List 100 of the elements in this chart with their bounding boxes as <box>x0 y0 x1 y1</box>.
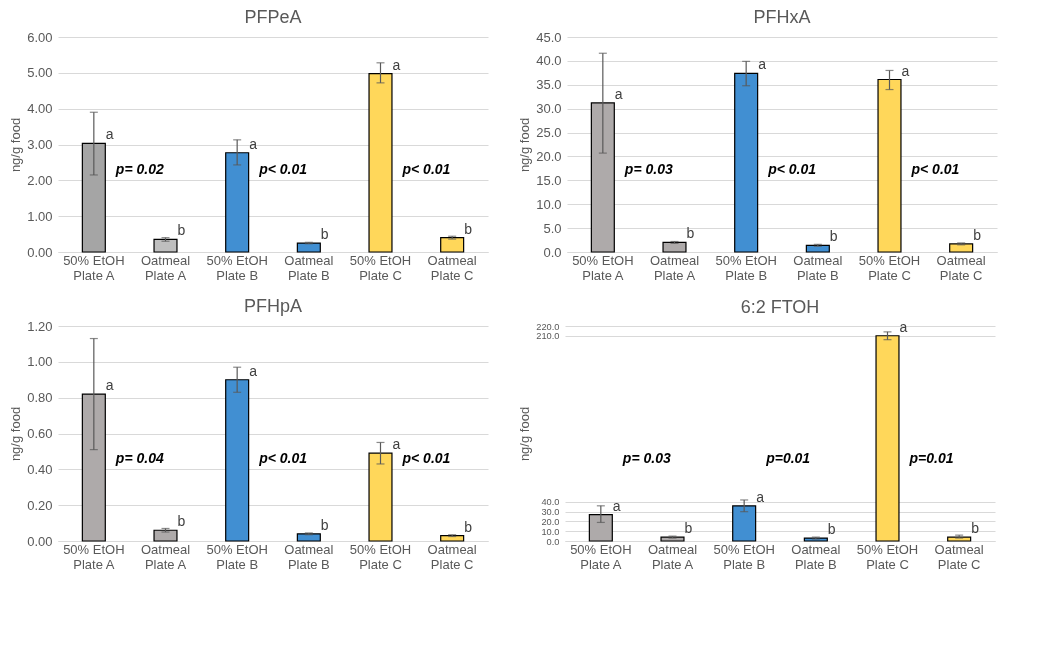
chart-title: PFHpA <box>243 296 303 316</box>
annotation: a <box>756 488 765 505</box>
annotation: a <box>249 135 258 152</box>
y-tick-label: 0.80 <box>27 390 53 406</box>
y-tick-label: 35.0 <box>536 77 562 93</box>
annotation: b <box>684 520 693 537</box>
annotation: b <box>320 516 329 533</box>
y-tick-label: 3.00 <box>27 137 53 152</box>
annotation: p=0.01 <box>908 450 954 467</box>
x-tick-label: 50% EtOH Plate A <box>63 541 125 572</box>
x-tick-label: 50% EtOH Plate C <box>856 541 919 572</box>
annotation: a <box>899 318 908 335</box>
y-tick-label: 210.0 <box>536 331 560 342</box>
y-tick-label: 10.0 <box>541 526 560 537</box>
y-tick-label: 220.0 <box>536 321 560 332</box>
annotation: b <box>827 521 836 538</box>
x-tick-label: Oatmeal Plate A <box>649 252 700 283</box>
bar <box>875 335 900 542</box>
x-tick-label: Oatmeal Plate C <box>427 541 477 572</box>
annotation: p< 0.01 <box>258 161 308 178</box>
bar <box>949 243 974 253</box>
y-axis-title: ng/g food <box>517 406 533 462</box>
y-axis-title: ng/g food <box>8 117 24 173</box>
bar <box>732 505 757 542</box>
y-tick-label: 0.00 <box>27 533 53 549</box>
x-tick-label: 50% EtOH Plate B <box>715 252 777 283</box>
annotation: b <box>177 513 186 530</box>
y-tick-label: 0.00 <box>27 244 53 260</box>
annotation: p= 0.04 <box>114 450 164 467</box>
annotation: a <box>105 377 114 394</box>
bar <box>805 244 830 253</box>
x-tick-label: Oatmeal Plate A <box>140 541 191 572</box>
chart-title: PFPeA <box>244 7 302 27</box>
x-tick-label: Oatmeal Plate C <box>936 252 986 283</box>
y-tick-label: 2.00 <box>27 172 53 188</box>
y-tick-label: 1.20 <box>27 318 53 334</box>
annotation: p=0.01 <box>765 450 811 467</box>
annotation: a <box>614 85 623 102</box>
bar <box>225 379 250 542</box>
bar <box>153 529 178 542</box>
x-tick-label: 50% EtOH Plate A <box>63 252 125 283</box>
y-tick-label: 0.60 <box>27 426 53 441</box>
annotation: a <box>758 56 767 73</box>
annotation: p< 0.01 <box>910 161 960 178</box>
annotation: b <box>686 225 695 242</box>
x-tick-label: Oatmeal Plate B <box>793 252 843 283</box>
annotation: p= 0.03 <box>621 450 671 467</box>
bar <box>81 142 106 253</box>
y-axis-title: ng/g food <box>8 406 24 462</box>
annotation: a <box>392 436 401 453</box>
chart-title: 6:2 FTOH <box>740 296 820 317</box>
annotation: a <box>901 62 910 79</box>
annotation: b <box>320 226 329 243</box>
annotation: a <box>612 497 621 514</box>
x-tick-label: 50% EtOH Plate B <box>206 541 268 572</box>
y-tick-label: 0.0 <box>546 536 560 547</box>
bar <box>81 393 106 542</box>
x-tick-label: 50% EtOH Plate C <box>349 541 412 572</box>
y-tick-label: 5.0 <box>543 220 562 236</box>
x-tick-label: Oatmeal Plate B <box>284 541 334 572</box>
x-tick-label: Oatmeal Plate C <box>427 252 477 283</box>
bar <box>734 72 759 253</box>
annotation: p= 0.02 <box>114 161 164 178</box>
chart-title: PFHxA <box>753 7 811 27</box>
annotation: b <box>973 226 982 243</box>
y-tick-label: 10.0 <box>536 196 562 212</box>
x-tick-label: Oatmeal Plate B <box>791 541 841 572</box>
x-tick-label: 50% EtOH Plate A <box>570 541 632 572</box>
bar <box>877 78 902 253</box>
annotation: p< 0.01 <box>401 161 451 178</box>
x-tick-label: 50% EtOH Plate B <box>206 252 268 283</box>
bar <box>662 241 687 253</box>
annotation: b <box>464 220 473 237</box>
annotation: b <box>829 228 838 245</box>
y-tick-label: 30.0 <box>541 507 560 518</box>
y-tick-label: 40.0 <box>536 53 562 69</box>
bar <box>368 72 393 253</box>
annotation: b <box>177 222 186 239</box>
x-tick-label: 50% EtOH Plate C <box>858 252 921 283</box>
bar <box>440 237 465 253</box>
bar <box>588 514 613 542</box>
annotation: p= 0.03 <box>623 161 673 178</box>
y-tick-label: 4.00 <box>27 101 53 117</box>
annotation: p< 0.01 <box>258 450 308 467</box>
y-tick-label: 45.0 <box>536 29 562 45</box>
annotation: b <box>971 520 980 537</box>
y-tick-label: 30.0 <box>536 101 562 117</box>
annotation: p< 0.01 <box>767 161 817 178</box>
y-tick-label: 40.0 <box>541 497 560 508</box>
x-tick-label: Oatmeal Plate A <box>647 541 698 572</box>
bar <box>368 452 393 542</box>
y-tick-label: 0.20 <box>27 497 53 513</box>
x-tick-label: 50% EtOH Plate C <box>349 252 412 283</box>
annotation: a <box>105 126 114 143</box>
x-tick-label: Oatmeal Plate A <box>140 252 191 283</box>
y-tick-label: 20.0 <box>536 148 562 164</box>
bar <box>296 242 321 253</box>
bar <box>225 152 250 253</box>
annotation: a <box>392 56 401 73</box>
y-tick-label: 1.00 <box>27 208 53 224</box>
